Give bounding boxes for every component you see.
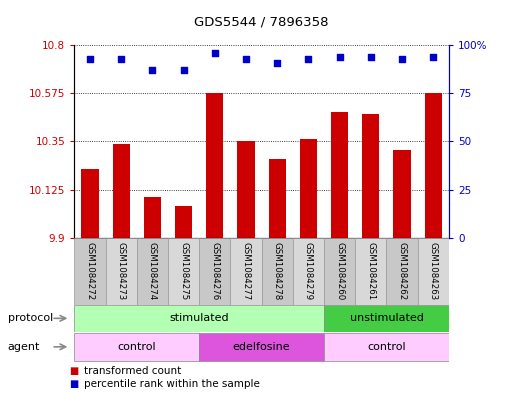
Text: edelfosine: edelfosine bbox=[233, 342, 290, 352]
Text: GSM1084275: GSM1084275 bbox=[179, 242, 188, 301]
Text: GSM1084277: GSM1084277 bbox=[242, 242, 250, 301]
Text: ■: ■ bbox=[69, 379, 78, 389]
Text: GSM1084278: GSM1084278 bbox=[273, 242, 282, 301]
Bar bbox=[82, 169, 98, 238]
Bar bbox=[293, 238, 324, 305]
Bar bbox=[168, 238, 199, 305]
Text: GSM1084262: GSM1084262 bbox=[398, 242, 407, 301]
Text: control: control bbox=[117, 342, 156, 352]
Point bbox=[304, 55, 312, 62]
Text: protocol: protocol bbox=[8, 313, 53, 323]
Bar bbox=[269, 159, 286, 238]
Bar bbox=[418, 238, 449, 305]
Text: agent: agent bbox=[8, 342, 40, 352]
Text: GSM1084261: GSM1084261 bbox=[366, 242, 376, 301]
Text: transformed count: transformed count bbox=[84, 366, 181, 376]
Bar bbox=[113, 143, 130, 238]
Bar bbox=[106, 238, 137, 305]
Text: ■: ■ bbox=[69, 366, 78, 376]
Text: GSM1084272: GSM1084272 bbox=[86, 242, 94, 301]
Bar bbox=[144, 197, 161, 238]
Text: GSM1084279: GSM1084279 bbox=[304, 242, 313, 301]
Bar bbox=[425, 94, 442, 238]
Bar bbox=[74, 238, 106, 305]
Bar bbox=[355, 238, 386, 305]
Text: percentile rank within the sample: percentile rank within the sample bbox=[84, 379, 260, 389]
Point bbox=[336, 53, 344, 60]
Text: stimulated: stimulated bbox=[169, 313, 229, 323]
Bar bbox=[230, 238, 262, 305]
Point bbox=[242, 55, 250, 62]
Point bbox=[86, 55, 94, 62]
Text: GSM1084276: GSM1084276 bbox=[210, 242, 220, 301]
Point bbox=[148, 67, 156, 73]
Bar bbox=[324, 332, 449, 361]
Text: GSM1084273: GSM1084273 bbox=[116, 242, 126, 301]
Bar bbox=[175, 206, 192, 238]
Bar bbox=[362, 114, 380, 238]
Point bbox=[398, 55, 406, 62]
Bar bbox=[300, 140, 317, 238]
Bar bbox=[199, 238, 230, 305]
Text: control: control bbox=[367, 342, 406, 352]
Bar bbox=[324, 238, 355, 305]
Text: GDS5544 / 7896358: GDS5544 / 7896358 bbox=[194, 16, 329, 29]
Bar bbox=[74, 305, 324, 332]
Bar bbox=[199, 332, 324, 361]
Point bbox=[367, 53, 375, 60]
Bar bbox=[393, 150, 410, 238]
Bar bbox=[324, 305, 449, 332]
Bar bbox=[262, 238, 293, 305]
Text: GSM1084274: GSM1084274 bbox=[148, 242, 157, 301]
Bar bbox=[331, 112, 348, 238]
Bar bbox=[206, 94, 223, 238]
Text: unstimulated: unstimulated bbox=[349, 313, 423, 323]
Bar bbox=[137, 238, 168, 305]
Text: GSM1084260: GSM1084260 bbox=[335, 242, 344, 301]
Text: GSM1084263: GSM1084263 bbox=[429, 242, 438, 301]
Point bbox=[273, 59, 281, 66]
Point bbox=[429, 53, 438, 60]
Bar bbox=[238, 141, 254, 238]
Point bbox=[117, 55, 125, 62]
Bar bbox=[386, 238, 418, 305]
Point bbox=[211, 50, 219, 56]
Bar bbox=[74, 332, 199, 361]
Point bbox=[180, 67, 188, 73]
